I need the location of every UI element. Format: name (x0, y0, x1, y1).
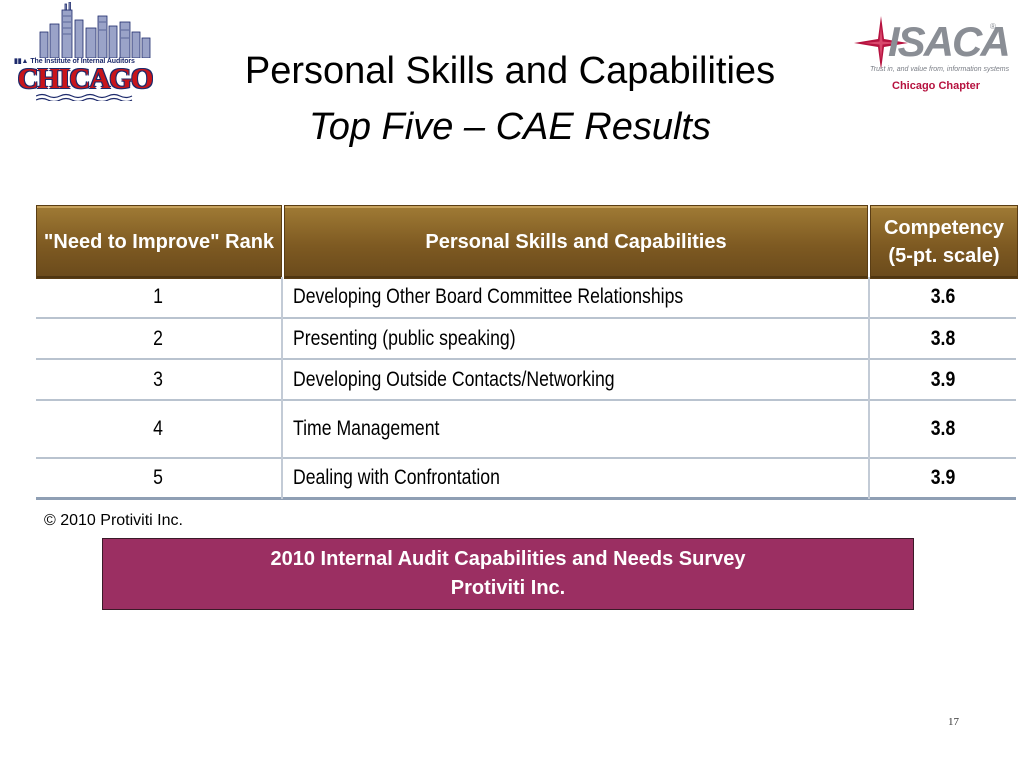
skill-cell: Time Management (293, 417, 440, 440)
skill-cell: Developing Outside Contacts/Networking (293, 367, 615, 391)
table-row: 1 Developing Other Board Committee Relat… (36, 277, 1016, 319)
skill-cell: Presenting (public speaking) (293, 326, 516, 350)
waves-icon (36, 93, 133, 101)
iia-caption: The Institute of Internal Auditors (30, 58, 135, 65)
table-row: 2 Presenting (public speaking) 3.8 (36, 319, 1016, 360)
rank-cell: 3 (153, 367, 163, 391)
table-row: 5 Dealing with Confrontation 3.9 (36, 459, 1016, 500)
iia-mark-icon: ▮▮▲ (14, 58, 29, 65)
competency-cell: 3.8 (930, 326, 956, 350)
isaca-chapter: Chicago Chapter (892, 80, 981, 92)
page-number: 17 (948, 716, 959, 728)
iia-chicago-logo: ▮▮▲ The Institute of Internal Auditors CH… (14, 2, 156, 102)
header-competency-line2: (5-pt. scale) (888, 245, 1000, 267)
isaca-tagline: Trust in, and value from, information sy… (870, 66, 1010, 73)
header-rank: "Need to Improve" Rank (36, 205, 282, 279)
iia-city-name: CHICAGO (17, 63, 154, 95)
source-line-2: Protiviti Inc. (450, 577, 566, 599)
source-box: 2010 Internal Audit Capabilities and Nee… (102, 538, 914, 610)
header-rank-label: "Need to Improve" Rank (43, 230, 275, 253)
skill-cell: Developing Other Board Committee Relatio… (293, 285, 684, 308)
star-icon (854, 16, 908, 70)
table-row: 3 Developing Outside Contacts/Networking… (36, 360, 1016, 401)
column-divider (281, 277, 283, 499)
header-skill: Personal Skills and Capabilities (284, 205, 868, 279)
rank-cell: 1 (153, 285, 163, 308)
isaca-logo: ISACA ® Trust in, and value from, inform… (852, 14, 1012, 98)
competency-cell: 3.8 (930, 417, 956, 440)
slide-title: Personal Skills and Capabilities (244, 50, 776, 92)
header-competency: Competency (5-pt. scale) (870, 205, 1018, 279)
column-divider (868, 277, 870, 499)
competency-cell: 3.9 (930, 466, 956, 489)
copyright-text: © 2010 Protiviti Inc. (44, 512, 183, 529)
skill-cell: Dealing with Confrontation (293, 466, 500, 489)
rank-cell: 2 (153, 326, 163, 350)
results-table: "Need to Improve" Rank Personal Skills a… (36, 205, 1018, 505)
table-row: 4 Time Management 3.8 (36, 401, 1016, 459)
skyline-icon (39, 2, 151, 58)
competency-cell: 3.6 (930, 285, 956, 308)
slide-subtitle: Top Five – CAE Results (309, 106, 711, 148)
header-competency-line1: Competency (883, 217, 1005, 239)
registered-mark: ® (990, 22, 996, 31)
competency-cell: 3.9 (930, 367, 956, 391)
isaca-wordmark: ISACA (888, 18, 1011, 65)
header-skill-label: Personal Skills and Capabilities (425, 230, 727, 253)
rank-cell: 4 (153, 417, 163, 440)
source-line-1: 2010 Internal Audit Capabilities and Nee… (270, 548, 746, 570)
rank-cell: 5 (153, 466, 163, 489)
